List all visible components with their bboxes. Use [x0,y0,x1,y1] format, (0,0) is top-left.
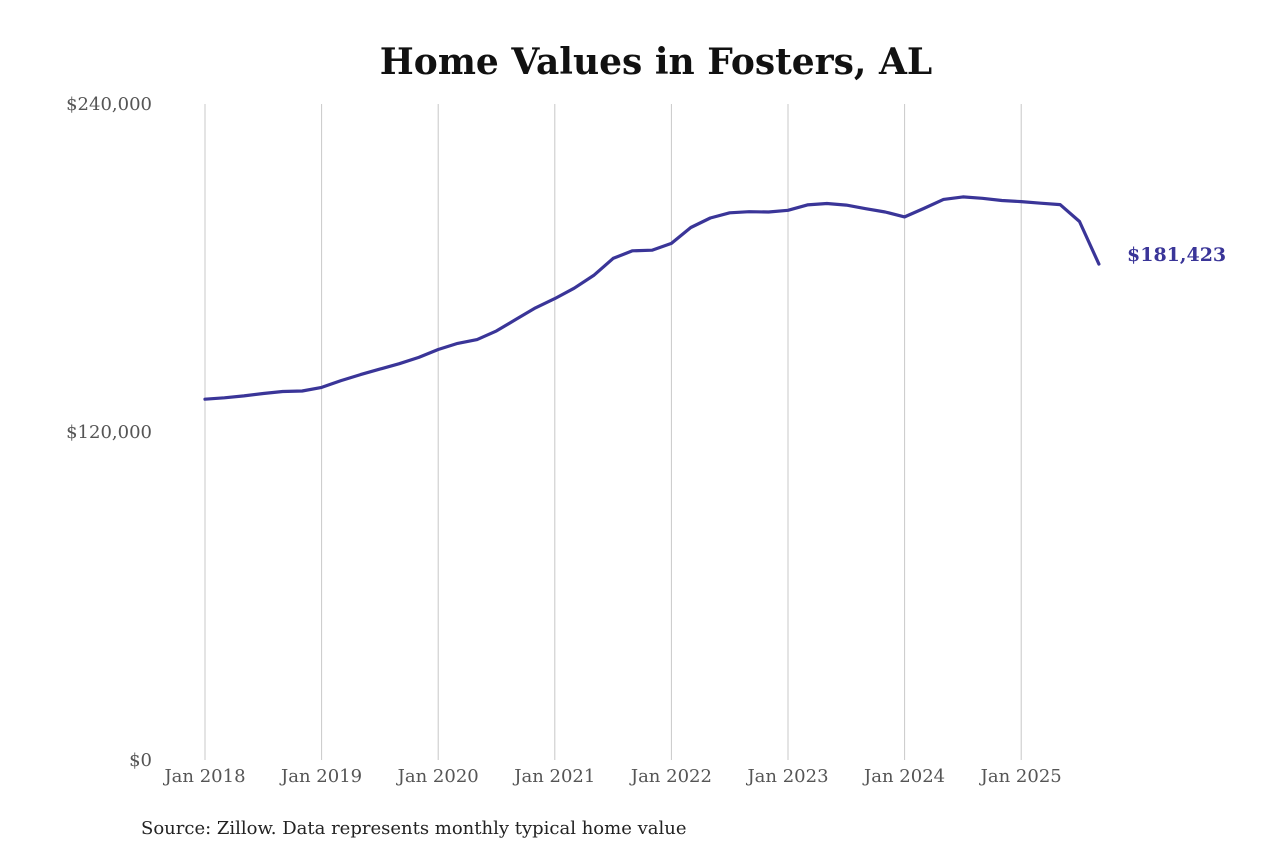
home-value-line [203,195,1101,401]
x-tick-label: Jan 2023 [745,766,828,787]
gridlines [204,104,1022,760]
x-tick-label: Jan 2024 [862,766,945,787]
x-tick-label: Jan 2022 [629,766,712,787]
x-tick-label: Jan 2025 [979,766,1062,787]
source-note: Source: Zillow. Data represents monthly … [141,818,687,839]
y-tick-label: $0 [129,750,152,771]
x-axis-ticks: Jan 2018 Jan 2019 Jan 2020 Jan 2021 Jan 2022… [162,766,1061,787]
y-axis-ticks: $0 $120,000 $240,000 [66,94,152,771]
x-tick-label: Jan 2018 [162,766,245,787]
y-tick-label: $120,000 [66,422,152,443]
end-value-label: $181,423 [1127,244,1226,266]
chart-title: Home Values in Fosters, AL [380,41,932,83]
x-tick-label: Jan 2019 [279,766,362,787]
x-tick-label: Jan 2020 [396,766,479,787]
y-tick-label: $240,000 [66,94,152,115]
x-tick-label: Jan 2021 [512,766,595,787]
